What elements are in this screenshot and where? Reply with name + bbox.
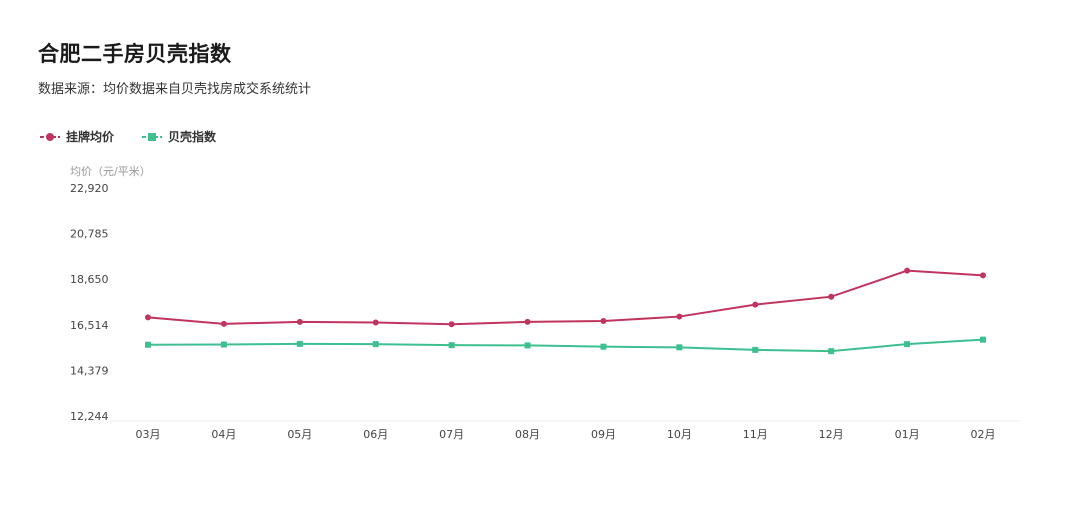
x-tick-label: 07月: [439, 428, 464, 441]
data-point-series-1[interactable]: [372, 319, 379, 326]
y-tick-label: 18,650: [70, 273, 109, 286]
legend-label-listing-price: 挂牌均价: [66, 130, 115, 144]
y-tick-label: 12,244: [70, 410, 109, 423]
data-point-series-2[interactable]: [448, 342, 455, 349]
y-axis-title: 均价（元/平米）: [70, 165, 151, 178]
legend-item-listing-price[interactable]: 挂牌均价: [40, 128, 114, 145]
chart-title: 合肥二手房贝壳指数: [38, 42, 232, 66]
series-line-1: [147, 269, 984, 326]
data-point-series-2[interactable]: [372, 341, 379, 348]
legend-item-beike-index[interactable]: 贝壳指数: [142, 128, 216, 145]
legend: 挂牌均价 贝壳指数: [40, 128, 244, 145]
data-point-series-2[interactable]: [220, 341, 227, 348]
data-point-series-2[interactable]: [904, 341, 911, 348]
data-point-series-1[interactable]: [600, 318, 607, 325]
x-tick-label: 01月: [895, 428, 920, 441]
legend-swatch-listing-price: [40, 132, 60, 141]
y-tick-label: 20,785: [70, 228, 109, 241]
legend-swatch-beike-index: [142, 132, 163, 141]
x-tick-label: 04月: [211, 428, 236, 441]
y-tick-label: 14,379: [70, 364, 109, 377]
x-tick-label: 05月: [287, 428, 312, 441]
x-tick-label: 06月: [363, 428, 388, 441]
data-point-series-2[interactable]: [980, 336, 986, 343]
y-tick-label: 22,920: [70, 182, 109, 195]
x-tick-label: 08月: [515, 428, 540, 441]
series-line-2: [147, 338, 984, 353]
x-tick-label: 12月: [819, 428, 844, 441]
x-tick-label: 02月: [971, 428, 996, 441]
x-tick-label: 09月: [591, 428, 616, 441]
data-point-series-1[interactable]: [828, 293, 835, 300]
data-point-series-2[interactable]: [145, 341, 151, 348]
data-point-series-2[interactable]: [676, 344, 683, 351]
data-point-series-1[interactable]: [145, 314, 151, 321]
data-point-series-2[interactable]: [752, 346, 759, 353]
data-point-series-1[interactable]: [220, 320, 227, 327]
x-tick-label: 11月: [743, 428, 768, 441]
data-point-series-1[interactable]: [296, 318, 303, 325]
data-point-series-1[interactable]: [980, 272, 986, 279]
chart-subtitle: 数据来源：均价数据来自贝壳找房成交系统统计: [38, 82, 312, 97]
data-point-series-2[interactable]: [828, 348, 835, 355]
data-point-series-1[interactable]: [524, 318, 531, 325]
data-point-series-2[interactable]: [296, 340, 303, 347]
data-point-series-1[interactable]: [448, 321, 455, 328]
x-tick-label: 03月: [136, 428, 161, 441]
y-tick-label: 16,514: [70, 319, 109, 332]
legend-label-beike-index: 贝壳指数: [168, 130, 217, 144]
data-point-series-1[interactable]: [676, 313, 683, 320]
x-tick-label: 10月: [667, 428, 692, 441]
data-point-series-2[interactable]: [524, 342, 531, 349]
data-point-series-2[interactable]: [600, 343, 607, 350]
data-point-series-1[interactable]: [904, 267, 911, 274]
data-point-series-1[interactable]: [752, 301, 759, 308]
